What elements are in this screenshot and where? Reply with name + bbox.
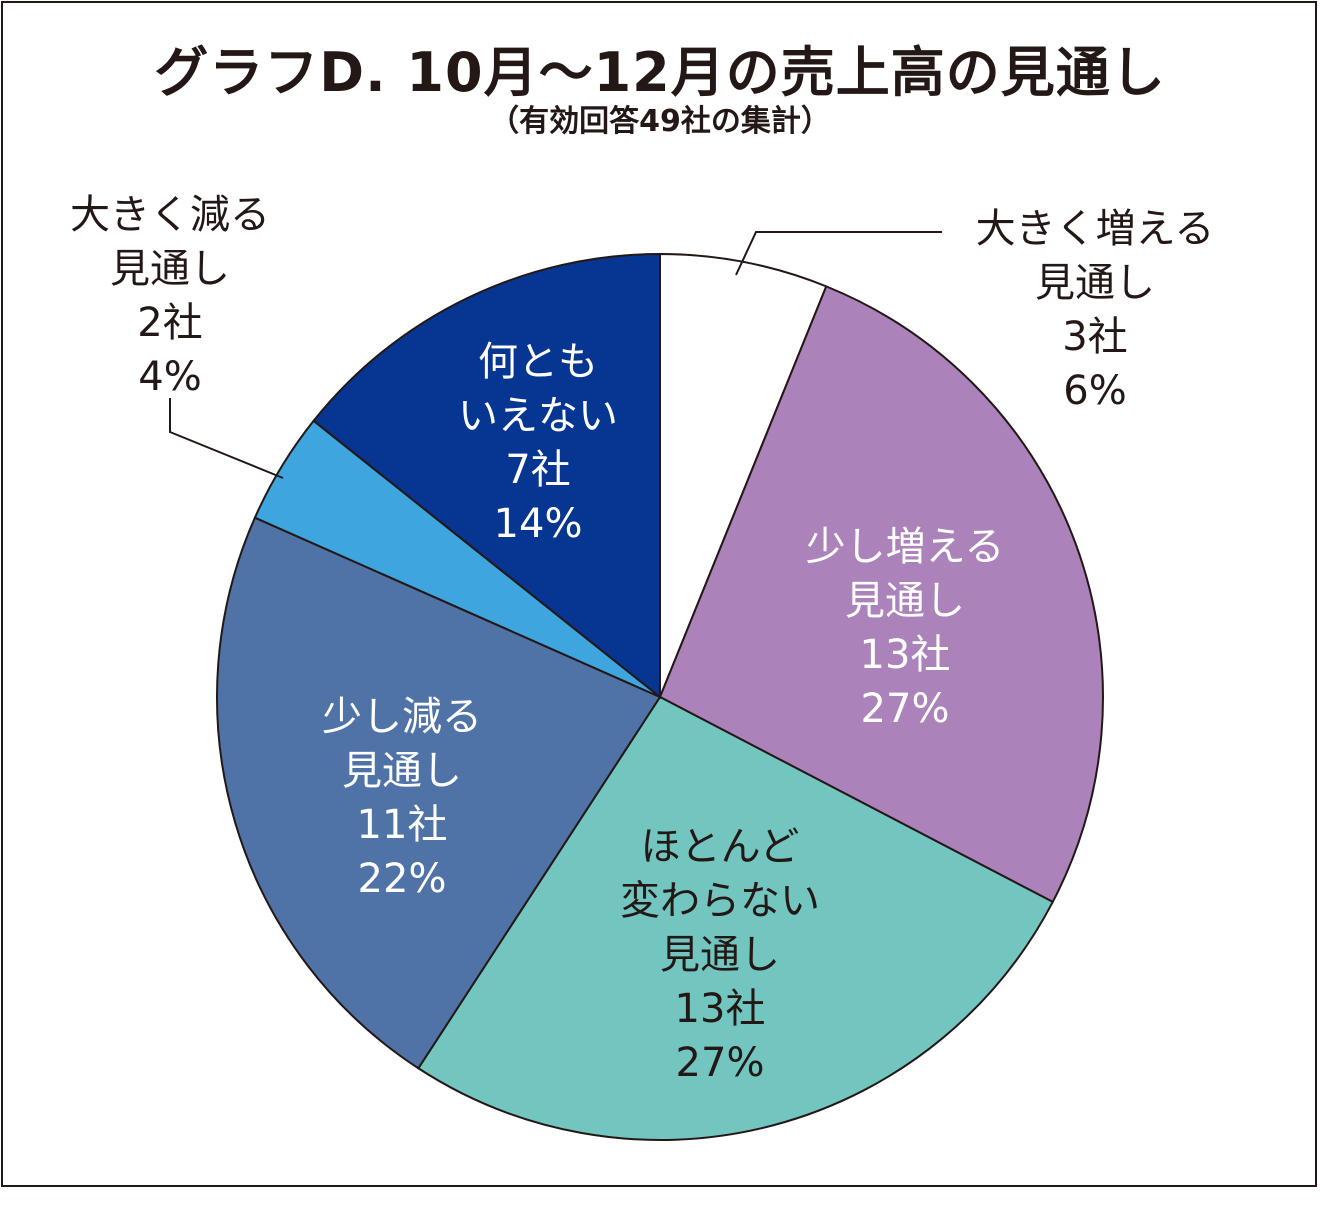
slice-label-5-line-3: 2社	[137, 300, 202, 346]
slice-label-4-line-1: 少し減る	[322, 694, 482, 740]
chart-subtitle: （有効回答49社の集計）	[489, 104, 831, 139]
slice-label-1: 大きく増える見通し 3社 6%	[976, 206, 1215, 414]
slice-label-2-line-2: 見通し	[845, 578, 965, 624]
slice-label-2-line-3: 13社	[860, 632, 951, 678]
slice-label-3-line-1: ほとんど	[641, 824, 800, 870]
pie-slice-4	[216, 516, 662, 1070]
slice-label-2: 少し増える見通し 13社 27%	[806, 524, 1005, 732]
slice-label-3-line-5: 27%	[676, 1040, 765, 1086]
slice-label-4-line-4: 22%	[358, 856, 447, 902]
leader-line-slice-5	[169, 398, 284, 479]
slice-label-5-line-2: 見通し	[110, 246, 230, 292]
slice-label-3: ほとんど変わらない見通し 13社 27%	[620, 824, 820, 1086]
slice-label-3-line-4: 13社	[675, 986, 766, 1032]
slice-label-3-line-2: 変わらない	[620, 878, 820, 924]
slice-label-6: 何ともいえない 7社 14%	[458, 339, 618, 547]
slice-label-2-line-1: 少し増える	[806, 524, 1005, 570]
slice-label-6-line-2: いえない	[458, 393, 618, 439]
slice-label-4: 少し減る見通し 11社 22%	[322, 694, 482, 902]
slice-label-6-line-3: 7社	[505, 447, 570, 493]
leader-line-slice-1	[735, 231, 942, 276]
chart-title: グラフD. 10月〜12月の売上高の見通し	[154, 41, 1166, 104]
slice-label-1-line-3: 3社	[1062, 314, 1127, 360]
slice-label-1-line-1: 大きく増える	[976, 206, 1215, 252]
slice-label-1-line-2: 見通し	[1035, 260, 1155, 306]
chart-frame	[1, 1, 1317, 1187]
slice-label-5-line-1: 大きく減る	[70, 192, 270, 238]
slice-label-5: 大きく減る見通し 2社 4%	[70, 192, 270, 400]
slice-label-6-line-1: 何とも	[478, 339, 598, 385]
slice-label-4-line-2: 見通し	[342, 748, 462, 794]
pie-slice-6	[312, 252, 661, 700]
slice-label-3-line-3: 見通し	[660, 932, 780, 978]
pie-slice-3	[416, 695, 1055, 1141]
slice-label-4-line-3: 11社	[357, 802, 448, 848]
slice-label-5-line-4: 4%	[138, 354, 201, 400]
pie-slice-1	[659, 252, 828, 698]
slice-label-6-line-4: 14%	[494, 501, 583, 547]
slice-label-1-line-4: 6%	[1063, 368, 1126, 414]
slice-label-2-line-4: 27%	[861, 686, 950, 732]
pie-slice-2	[658, 285, 1104, 904]
